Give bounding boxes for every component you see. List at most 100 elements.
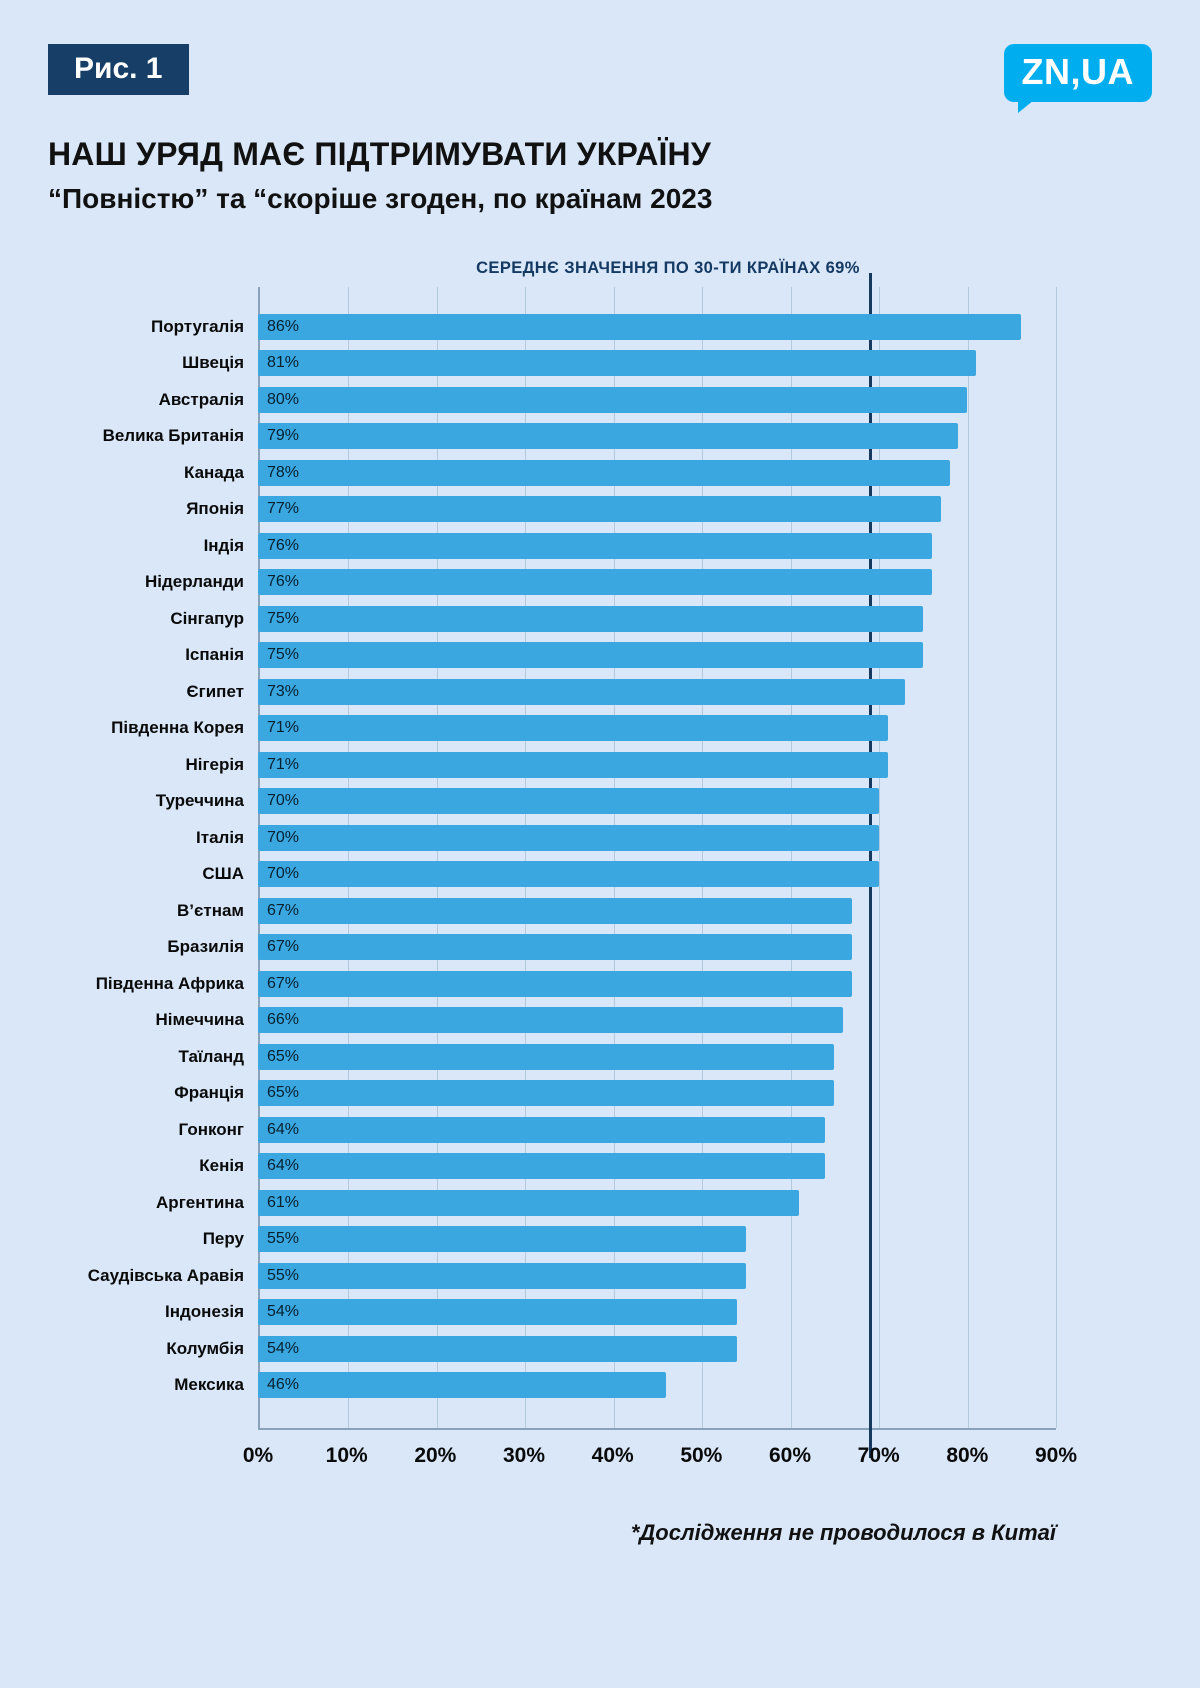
value-label: 79% bbox=[267, 427, 300, 445]
bar-row: Аргентина 61% bbox=[48, 1185, 1056, 1222]
footnote: *Дослідження не проводилося в Китаї bbox=[630, 1519, 1056, 1545]
bar-row: Нігерія 71% bbox=[48, 747, 1056, 784]
gridline bbox=[1056, 286, 1057, 1428]
bar-track: 46% bbox=[258, 1372, 1056, 1399]
bar-track: 54% bbox=[258, 1299, 1056, 1326]
value-label: 76% bbox=[267, 573, 300, 591]
value-label: 78% bbox=[267, 463, 300, 481]
bar-track: 65% bbox=[258, 1043, 1056, 1070]
category-label: Туреччина bbox=[155, 791, 244, 811]
value-label: 55% bbox=[267, 1266, 300, 1284]
value-label: 77% bbox=[267, 500, 300, 518]
bar-track: 76% bbox=[258, 532, 1056, 559]
bar-track: 61% bbox=[258, 1189, 1056, 1216]
value-label: 86% bbox=[267, 317, 300, 335]
value-label: 71% bbox=[267, 719, 300, 737]
value-label: 73% bbox=[267, 682, 300, 700]
category-label: Німеччина bbox=[155, 1010, 244, 1030]
footnote-row: *Дослідження не проводилося в Китаї bbox=[48, 1520, 1056, 1546]
category-label: Іспанія bbox=[185, 645, 244, 665]
value-label: 76% bbox=[267, 536, 300, 554]
bar-track: 67% bbox=[258, 897, 1056, 924]
bar: 65% bbox=[258, 1043, 835, 1070]
bar-track: 86% bbox=[258, 313, 1056, 340]
bar-track: 76% bbox=[258, 569, 1056, 596]
bar: 65% bbox=[258, 1080, 835, 1107]
value-label: 71% bbox=[267, 755, 300, 773]
value-label: 65% bbox=[267, 1084, 300, 1102]
bar-row: Гонконг 64% bbox=[48, 1112, 1056, 1149]
x-tick-label: 90% bbox=[1034, 1443, 1078, 1467]
category-label: Велика Британія bbox=[102, 426, 244, 446]
bar-track: 75% bbox=[258, 642, 1056, 669]
bar-row: Таїланд 65% bbox=[48, 1039, 1056, 1076]
bar-row: США 70% bbox=[48, 856, 1056, 893]
value-label: 66% bbox=[267, 1011, 300, 1029]
category-label: Нідерланди bbox=[145, 572, 244, 592]
bar-track: 70% bbox=[258, 861, 1056, 888]
bar: 54% bbox=[258, 1299, 737, 1326]
value-label: 75% bbox=[267, 646, 300, 664]
category-label: Нігерія bbox=[185, 754, 244, 774]
bar: 64% bbox=[258, 1153, 826, 1180]
bar-row: Єгипет 73% bbox=[48, 674, 1056, 711]
bar: 76% bbox=[258, 532, 932, 559]
bar: 61% bbox=[258, 1189, 799, 1216]
category-label: Таїланд bbox=[178, 1046, 244, 1066]
bar-track: 64% bbox=[258, 1116, 1056, 1143]
bar-chart: СЕРЕДНЄ ЗНАЧЕННЯ ПО 30-ТИ КРАЇНАХ 69% По… bbox=[48, 259, 1077, 1480]
value-label: 64% bbox=[267, 1157, 300, 1175]
value-label: 67% bbox=[267, 901, 300, 919]
x-tick-label: 70% bbox=[857, 1443, 900, 1467]
chart-plot-area: Португалія 86% Швеція 81% Австралія 80% Велика… bbox=[48, 272, 1057, 1458]
bar-track: 79% bbox=[258, 423, 1056, 450]
bar: 54% bbox=[258, 1335, 737, 1362]
bar-row: Індія 76% bbox=[48, 528, 1056, 565]
category-label: Саудівська Аравія bbox=[87, 1265, 244, 1285]
bar-row: Перу 55% bbox=[48, 1221, 1056, 1258]
category-label: Перу bbox=[202, 1229, 244, 1249]
category-label: Кенія bbox=[199, 1156, 244, 1176]
bar-track: 67% bbox=[258, 970, 1056, 997]
bar-rows: Португалія 86% Швеція 81% Австралія 80% Велика… bbox=[48, 287, 1056, 1430]
x-axis: 0% 10% 20% 30% 40% 50% 60% 70% 80% 90% bbox=[243, 1430, 1077, 1480]
bar-row: Саудівська Аравія 55% bbox=[48, 1258, 1056, 1295]
bar: 86% bbox=[258, 313, 1021, 340]
category-label: Португалія bbox=[151, 316, 244, 336]
bar-row: Японія 77% bbox=[48, 491, 1056, 528]
category-label: Індія bbox=[203, 535, 244, 555]
bar: 64% bbox=[258, 1116, 826, 1143]
value-label: 75% bbox=[267, 609, 300, 627]
x-tick-label: 10% bbox=[325, 1443, 368, 1467]
bar-track: 73% bbox=[258, 678, 1056, 705]
bar: 70% bbox=[258, 788, 879, 815]
bar: 66% bbox=[258, 1007, 844, 1034]
bar-track: 65% bbox=[258, 1080, 1056, 1107]
bar-row: Іспанія 75% bbox=[48, 637, 1056, 674]
value-label: 80% bbox=[267, 390, 300, 408]
bar-row: Кенія 64% bbox=[48, 1148, 1056, 1185]
bar-track: 71% bbox=[258, 715, 1056, 742]
x-tick-label: 60% bbox=[768, 1443, 811, 1467]
category-label: Єгипет bbox=[186, 681, 244, 701]
bar-row: Колумбія 54% bbox=[48, 1331, 1056, 1368]
bar-track: 70% bbox=[258, 788, 1056, 815]
category-label: Індонезія bbox=[165, 1302, 244, 1322]
category-label: Мексика bbox=[174, 1375, 244, 1395]
bar-row: Мексика 46% bbox=[48, 1367, 1056, 1404]
bar: 46% bbox=[258, 1372, 666, 1399]
category-label: Гонконг bbox=[178, 1119, 244, 1139]
x-tick-label: 20% bbox=[414, 1443, 457, 1467]
bar: 71% bbox=[258, 751, 888, 778]
category-label: Австралія bbox=[158, 389, 244, 409]
bar-row: Туреччина 70% bbox=[48, 783, 1056, 820]
bar-row: Сінгапур 75% bbox=[48, 601, 1056, 638]
bar-track: 77% bbox=[258, 496, 1056, 523]
bar-track: 71% bbox=[258, 751, 1056, 778]
value-label: 55% bbox=[267, 1230, 300, 1248]
bar: 80% bbox=[258, 386, 968, 413]
bar-track: 55% bbox=[258, 1262, 1056, 1289]
category-label: США bbox=[202, 864, 244, 884]
bar: 70% bbox=[258, 861, 879, 888]
value-label: 65% bbox=[267, 1047, 300, 1065]
